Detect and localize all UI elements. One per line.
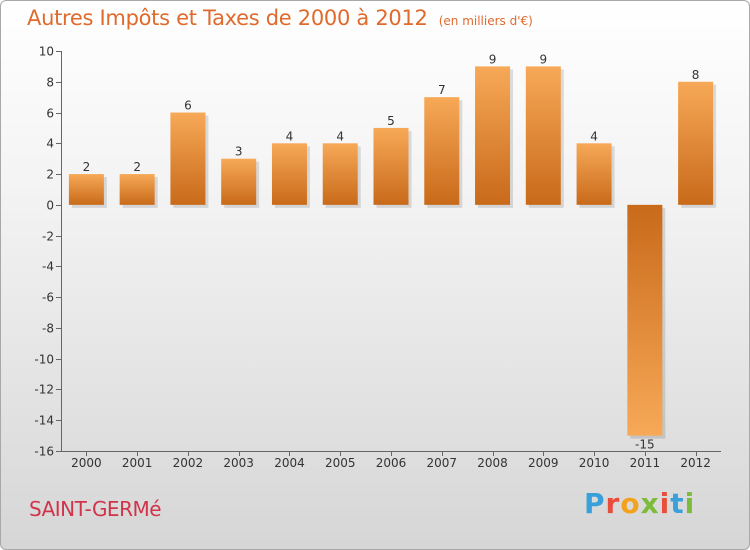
bar <box>221 158 257 205</box>
bar <box>322 143 358 205</box>
bar-value-label: 5 <box>387 114 395 128</box>
chart-header: Autres Impôts et Taxes de 2000 à 2012 (e… <box>27 6 533 30</box>
logo-letter: x <box>640 487 660 520</box>
x-tick-label: 2007 <box>426 456 457 470</box>
x-tick-label: 2012 <box>680 456 711 470</box>
logo-letter: P <box>584 487 606 520</box>
y-tick-label: 4 <box>46 137 54 151</box>
bar-value-label: 9 <box>539 52 547 66</box>
x-tick-label: 2000 <box>71 456 102 470</box>
bar <box>119 174 155 205</box>
chart-axes: 10 8 6 4 2 0 -2 -4 -6 -8 -10 -12 -14 -16 2000 2001 2002 2… <box>34 45 721 470</box>
bar-value-label: 2 <box>133 160 141 174</box>
bar <box>525 66 561 205</box>
x-tick-label: 2002 <box>173 456 204 470</box>
logo-letter: o <box>620 487 641 520</box>
logo-letter: i <box>659 487 671 520</box>
x-tick-label: 2001 <box>122 456 153 470</box>
x-tick-label: 2006 <box>376 456 407 470</box>
bar <box>627 204 663 436</box>
y-tick-label: -12 <box>34 383 54 397</box>
bar <box>475 66 511 205</box>
bar <box>678 81 714 205</box>
bar <box>271 143 307 205</box>
y-tick-label: -16 <box>34 445 54 459</box>
bar-value-label: 4 <box>286 129 294 143</box>
bar-value-label: 9 <box>489 52 497 66</box>
bar-value-label: 6 <box>184 99 192 113</box>
y-tick-label: 0 <box>46 199 54 213</box>
bar <box>68 174 104 205</box>
bar-value-label: 3 <box>235 145 243 159</box>
bar-value-label: 2 <box>83 160 91 174</box>
y-tick-label: 10 <box>39 45 54 59</box>
y-tick-label: -6 <box>42 291 54 305</box>
bar-value-label: 8 <box>692 68 700 82</box>
logo-letter: t <box>670 487 685 520</box>
bar <box>170 112 206 205</box>
x-tick-label: 2011 <box>630 456 661 470</box>
x-tick-label: 2008 <box>477 456 508 470</box>
chart-unit: (en milliers d'€) <box>438 14 533 28</box>
logo-letter: i <box>684 487 696 520</box>
chart-title: Autres Impôts et Taxes de 2000 à 2012 <box>27 6 428 30</box>
logo-letter: r <box>605 487 621 520</box>
bar <box>424 97 460 205</box>
x-tick-label: 2010 <box>579 456 610 470</box>
bar-value-label: 7 <box>438 83 446 97</box>
bar <box>576 143 612 205</box>
bar-value-label: 4 <box>590 129 598 143</box>
y-tick-label: 6 <box>46 107 54 121</box>
commune-name: SAINT-GERMé <box>29 497 162 521</box>
y-tick-label: -14 <box>34 414 54 428</box>
proxiti-logo: Proxiti <box>584 487 695 520</box>
x-tick-label: 2004 <box>274 456 305 470</box>
bar-value-label: -15 <box>635 438 655 452</box>
y-tick-label: -10 <box>34 353 54 367</box>
bar <box>373 127 409 205</box>
y-tick-label: -4 <box>42 260 54 274</box>
y-tick-label: 2 <box>46 168 54 182</box>
y-tick-label: -8 <box>42 322 54 336</box>
x-tick-label: 2005 <box>325 456 356 470</box>
y-tick-label: 8 <box>46 76 54 90</box>
chart-bars: 2 2 6 3 4 4 5 7 9 9 4 -15 8 <box>68 52 717 452</box>
x-tick-label: 2003 <box>223 456 254 470</box>
bar-value-label: 4 <box>336 129 344 143</box>
y-tick-label: -2 <box>42 230 54 244</box>
x-tick-label: 2009 <box>528 456 559 470</box>
